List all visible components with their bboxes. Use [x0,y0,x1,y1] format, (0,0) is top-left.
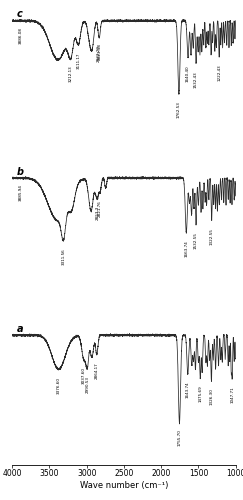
Text: 1532.55: 1532.55 [194,232,198,249]
Text: 2853.3: 2853.3 [95,206,100,220]
Text: b: b [17,166,24,176]
Text: 1322.55: 1322.55 [210,228,214,244]
Text: 1762.53: 1762.53 [177,100,181,117]
Text: 2990.53: 2990.53 [85,376,89,393]
Text: 3111.17: 3111.17 [76,52,80,69]
Text: 2821.76: 2821.76 [98,200,102,217]
Text: 1640.40: 1640.40 [186,65,190,82]
Text: 3212.13: 3212.13 [69,66,73,82]
Text: 2823.58: 2823.58 [98,43,102,60]
Text: a: a [17,324,23,334]
Text: 3885.94: 3885.94 [19,184,23,202]
Text: 3376.60: 3376.60 [57,378,61,394]
Text: 1047.71: 1047.71 [230,386,234,403]
Text: 1755.70: 1755.70 [177,429,181,446]
Text: c: c [17,10,22,20]
Text: 3037.60: 3037.60 [82,366,86,384]
Text: 1532.43: 1532.43 [194,71,198,88]
Text: 2832.29: 2832.29 [97,44,101,62]
Text: 2864.17: 2864.17 [95,362,99,378]
Text: 1643.74: 1643.74 [186,382,190,398]
Text: 1222.43: 1222.43 [217,64,221,81]
X-axis label: Wave number (cm⁻¹): Wave number (cm⁻¹) [80,481,168,490]
Text: 1663.74: 1663.74 [184,240,188,256]
Text: 3311.56: 3311.56 [61,248,65,265]
Text: 3886.08: 3886.08 [19,27,23,44]
Text: 1475.69: 1475.69 [198,385,202,402]
Text: 1326.30: 1326.30 [209,388,213,405]
